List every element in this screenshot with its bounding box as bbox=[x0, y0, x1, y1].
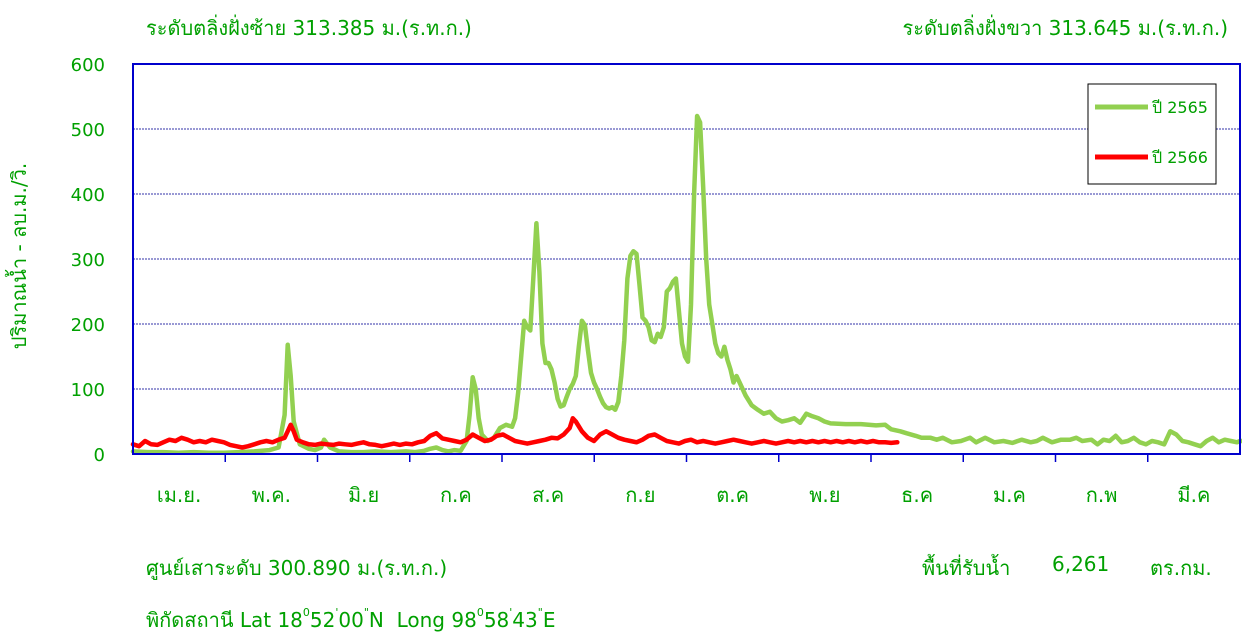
lat-degree-symbol: 0 bbox=[302, 606, 310, 619]
long-minutes: 58 bbox=[483, 608, 510, 632]
x-tick-label-9: ม.ค bbox=[993, 483, 1026, 507]
legend-label-2566: ปี 2566 bbox=[1152, 148, 1208, 167]
x-tick-label-5: ก.ย bbox=[625, 483, 655, 507]
station-coordinates: พิกัดสถานี Lat 18052'00"N Long 98058'43"… bbox=[146, 604, 555, 636]
x-tick-label-7: พ.ย bbox=[809, 483, 840, 507]
x-tick-label-2: มิ.ย bbox=[348, 483, 379, 507]
x-tick-label-10: ก.พ bbox=[1086, 483, 1118, 507]
coord-prefix: พิกัดสถานี Lat 18 bbox=[146, 608, 303, 632]
y-tick-labels: 0 100 200 300 400 500 600 bbox=[71, 55, 105, 466]
grid-lines bbox=[133, 128, 1240, 390]
y-tick-label-300: 300 bbox=[71, 250, 105, 271]
legend-label-2565: ปี 2565 bbox=[1152, 98, 1208, 117]
x-tick-label-1: พ.ค. bbox=[252, 483, 291, 507]
x-tick-label-3: ก.ค bbox=[440, 483, 472, 507]
lat-direction: N bbox=[368, 608, 384, 632]
gauge-zero-level: ศูนย์เสาระดับ 300.890 ม.(ร.ท.ก.) bbox=[146, 556, 448, 580]
lat-seconds: 00 bbox=[338, 608, 364, 632]
y-tick-label-500: 500 bbox=[71, 120, 105, 141]
y-tick-label-600: 600 bbox=[71, 55, 105, 76]
long-minute-symbol: ' bbox=[509, 606, 513, 619]
discharge-chart: 0 100 200 300 400 500 600 เม.ย. พ.ค. มิ.ย ก.ค ส.ค ก… bbox=[5, 55, 1242, 507]
lat-minute-symbol: ' bbox=[335, 606, 339, 619]
long-label: Long 98 bbox=[396, 608, 477, 632]
lat-minutes: 52 bbox=[309, 608, 336, 632]
x-tick-label-0: เม.ย. bbox=[157, 483, 201, 507]
y-axis-label: ปริมาณน้ำ - ลบ.ม./วิ. bbox=[5, 163, 31, 349]
left-bank-level: ระดับตลิ่งฝั่งซ้าย 313.385 ม.(ร.ท.ก.) bbox=[146, 16, 472, 40]
right-bank-level: ระดับตลิ่งฝั่งขวา 313.645 ม.(ร.ท.ก.) bbox=[902, 16, 1228, 40]
lat-second-symbol: " bbox=[363, 606, 369, 619]
series-line-0 bbox=[130, 113, 1242, 455]
y-tick-label-400: 400 bbox=[71, 185, 105, 206]
catchment-label: พื้นที่รับน้ำ bbox=[922, 556, 1011, 580]
y-tick-label-0: 0 bbox=[94, 445, 105, 466]
legend: ปี 2565 ปี 2566 bbox=[1087, 83, 1217, 185]
long-degree-symbol: 0 bbox=[476, 606, 484, 619]
x-tick-label-8: ธ.ค bbox=[901, 483, 933, 507]
x-tick-label-4: ส.ค bbox=[532, 483, 564, 507]
x-tick-label-6: ต.ค bbox=[716, 483, 749, 507]
series-lines bbox=[130, 113, 1242, 455]
long-seconds: 43 bbox=[512, 608, 538, 632]
y-tick-label-200: 200 bbox=[71, 315, 105, 336]
catchment-unit: ตร.กม. bbox=[1150, 556, 1212, 580]
long-second-symbol: " bbox=[537, 606, 543, 619]
catchment-value: 6,261 bbox=[1052, 552, 1110, 576]
x-tick-labels: เม.ย. พ.ค. มิ.ย ก.ค ส.ค ก.ย ต.ค พ.ย ธ.ค ม.ค ก.พ มี.… bbox=[157, 454, 1210, 507]
y-tick-label-100: 100 bbox=[71, 380, 105, 401]
long-direction: E bbox=[542, 608, 556, 632]
series-line-1 bbox=[130, 416, 900, 450]
x-tick-label-11: มี.ค bbox=[1177, 483, 1210, 507]
legend-box bbox=[1087, 83, 1217, 185]
